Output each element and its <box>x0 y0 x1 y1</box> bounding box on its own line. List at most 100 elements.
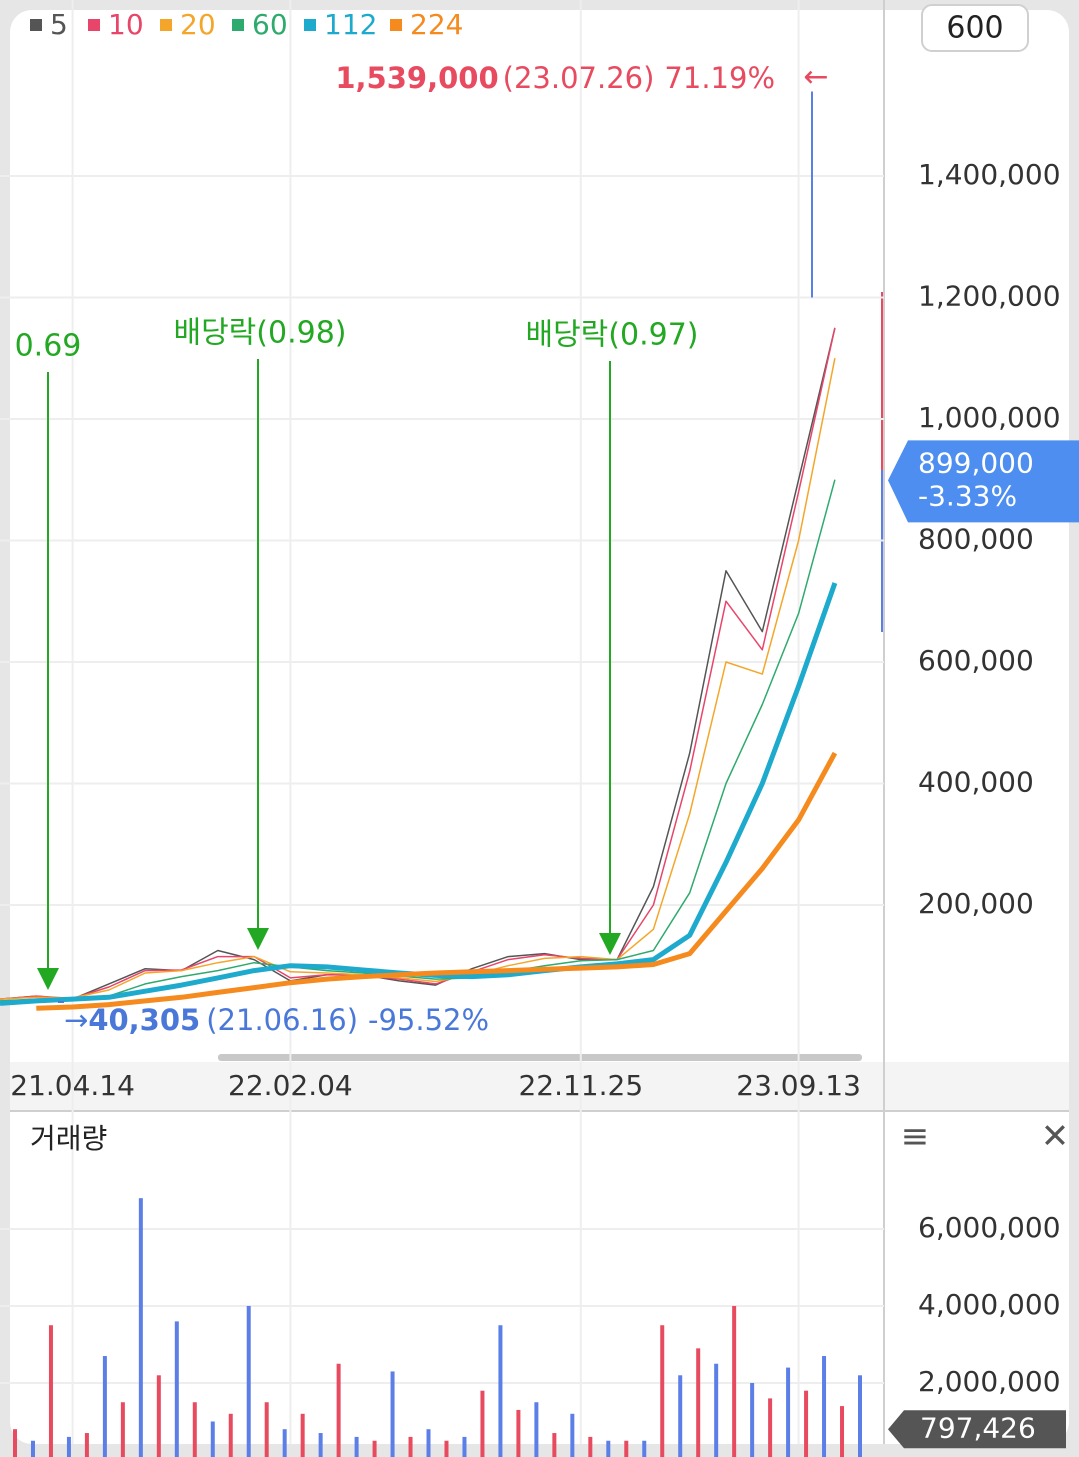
volume-bar <box>462 1436 467 1457</box>
volume-bar <box>426 1429 431 1457</box>
legend-label: 60 <box>252 8 288 41</box>
volume-bar <box>840 1406 845 1457</box>
x-tick-label: 21.04.14 <box>10 1069 135 1102</box>
volume-bar <box>354 1436 359 1457</box>
volume-bar <box>696 1348 701 1457</box>
low-value: 40,305 <box>88 1003 200 1037</box>
volume-bar <box>48 1325 53 1457</box>
volume-bar <box>390 1371 395 1457</box>
event-arrowhead <box>37 968 59 990</box>
volume-bar <box>570 1413 575 1457</box>
y-tick-label: 800,000 <box>918 522 1034 555</box>
volume-bar <box>516 1409 521 1457</box>
last-price: 899,000 <box>918 446 1034 479</box>
volume-bar <box>210 1421 215 1457</box>
menu-icon[interactable]: ≡ <box>901 1117 930 1157</box>
volume-last-tag <box>888 1410 1066 1449</box>
volume-bar <box>156 1375 161 1457</box>
volume-bar <box>66 1436 71 1457</box>
last-change: -3.33% <box>918 479 1017 512</box>
volume-bar <box>732 1305 737 1457</box>
x-tick-label: 22.11.25 <box>518 1069 643 1102</box>
ma-line <box>0 327 836 1000</box>
volume-bar <box>588 1436 593 1457</box>
legend-swatch <box>304 19 316 31</box>
close-icon[interactable]: ✕ <box>1041 1117 1070 1157</box>
scrollbar[interactable] <box>218 1054 862 1061</box>
volume-bar <box>228 1413 233 1457</box>
legend-swatch <box>390 19 402 31</box>
volume-bar <box>534 1402 539 1457</box>
volume-bar <box>264 1402 269 1457</box>
high-date: (23.07.26) <box>503 61 655 95</box>
ma-line <box>0 358 836 1000</box>
volume-bar <box>678 1375 683 1457</box>
legend-label: 5 <box>50 8 68 41</box>
volume-bar <box>174 1321 179 1457</box>
legend-label: 20 <box>180 8 216 41</box>
volume-bar <box>102 1356 107 1457</box>
x-tick-label: 22.02.04 <box>228 1069 353 1102</box>
volume-bar <box>804 1390 809 1457</box>
low-arrow: → <box>64 1003 88 1037</box>
volume-bar <box>120 1402 125 1457</box>
event-arrowhead <box>247 928 269 950</box>
high-annotation: 1,539,000 (23.07.26) 71.19% <box>335 61 775 95</box>
volume-bar <box>372 1440 377 1457</box>
y-tick-label: 200,000 <box>918 887 1034 920</box>
volume-bar <box>282 1429 287 1457</box>
volume-bar <box>30 1440 35 1457</box>
volume-bar <box>606 1440 611 1457</box>
legend-label: 224 <box>410 8 463 41</box>
high-arrow: ← <box>803 60 828 95</box>
legend-label: 112 <box>324 8 377 41</box>
volume-bar <box>642 1440 647 1457</box>
high-change: 71.19% <box>664 61 775 95</box>
legend-swatch <box>88 19 100 31</box>
legend-swatch <box>30 19 42 31</box>
legend-swatch <box>232 19 244 31</box>
volume-bar <box>13 1429 17 1457</box>
legend-label: 10 <box>108 8 144 41</box>
y-tick-label: 1,000,000 <box>918 401 1061 434</box>
y-tick-label: 6,000,000 <box>918 1211 1061 1244</box>
event-label: 배당락(0.98) <box>173 316 346 351</box>
volume-bar <box>750 1382 755 1457</box>
volume-bar <box>768 1398 773 1457</box>
high-value: 1,539,000 <box>335 61 498 95</box>
last-price-tag <box>888 440 1079 523</box>
period-button[interactable] <box>921 4 1029 52</box>
volume-bar <box>498 1325 503 1457</box>
y-tick-label: 2,000,000 <box>918 1365 1061 1398</box>
event-label: 배당락(0.97) <box>525 318 698 353</box>
volume-bar <box>480 1390 485 1457</box>
low-change: -95.52% <box>368 1003 489 1037</box>
low-date: (21.06.16) <box>206 1003 358 1037</box>
volume-bar <box>660 1325 665 1457</box>
volume-bar <box>444 1440 449 1457</box>
legend-swatch <box>160 19 172 31</box>
volume-bar <box>822 1356 827 1457</box>
y-tick-label: 400,000 <box>918 765 1034 798</box>
volume-bar <box>300 1413 305 1457</box>
volume-bar <box>336 1363 341 1457</box>
ma-line <box>36 751 838 1011</box>
period-label: 600 <box>946 11 1003 46</box>
x-tick-label: 23.09.13 <box>736 1069 861 1102</box>
volume-bar <box>714 1363 719 1457</box>
ma-line <box>0 479 836 1002</box>
volume-title: 거래량 <box>30 1122 107 1155</box>
ma-line <box>0 327 836 1000</box>
volume-bar <box>318 1433 323 1457</box>
y-tick-label: 600,000 <box>918 644 1034 677</box>
volume-bar <box>84 1433 89 1457</box>
volume-bar <box>624 1440 629 1457</box>
date-strip <box>10 1062 1069 1110</box>
volume-bar <box>192 1402 197 1457</box>
y-tick-label: 1,200,000 <box>918 279 1061 312</box>
volume-bar <box>246 1305 251 1457</box>
low-annotation: →40,305 (21.06.16) -95.52% <box>64 1003 489 1037</box>
volume-last: 797,426 <box>920 1411 1036 1444</box>
volume-bar <box>552 1433 557 1457</box>
